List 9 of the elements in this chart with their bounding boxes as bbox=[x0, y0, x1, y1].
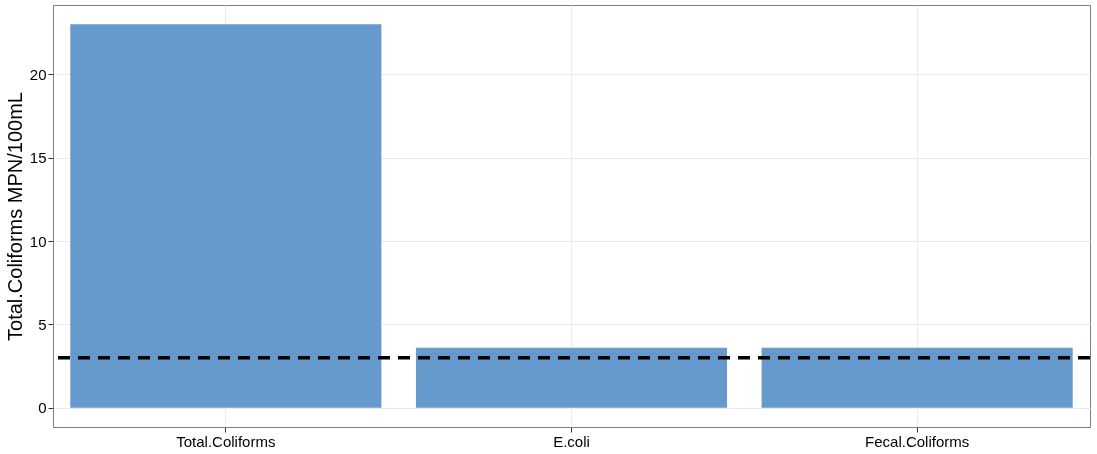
x-tick-label: Fecal.Coliforms bbox=[865, 432, 970, 450]
x-tick-label: E.coli bbox=[553, 432, 590, 450]
y-tick-label: 20 bbox=[29, 65, 47, 83]
y-tick-label: 5 bbox=[38, 315, 47, 333]
x-tick-label: Total.Coliforms bbox=[176, 432, 276, 450]
y-tick-label: 0 bbox=[38, 399, 47, 417]
y-tick-label: 10 bbox=[29, 232, 47, 250]
y-axis-title: Total.Coliforms MPN/100mL bbox=[3, 92, 26, 341]
y-tick-label: 15 bbox=[29, 149, 47, 167]
